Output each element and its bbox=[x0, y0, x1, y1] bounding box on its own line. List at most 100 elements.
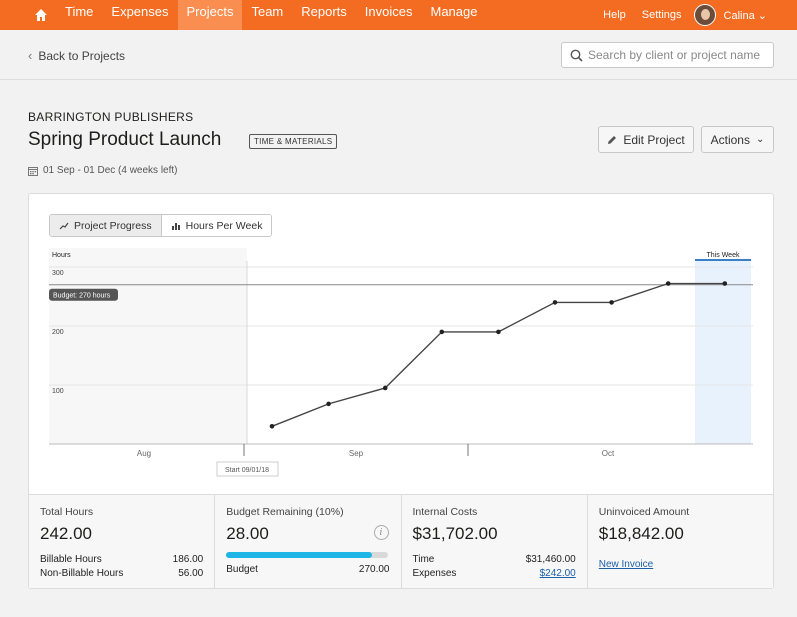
page-title: Spring Product Launch bbox=[28, 129, 222, 150]
progress-points bbox=[269, 281, 728, 429]
project-progress-tab[interactable]: Project Progress bbox=[50, 215, 162, 236]
pre-start-region bbox=[49, 248, 247, 444]
total-hours-value: 242.00 bbox=[40, 524, 92, 543]
budget-remaining-value: 28.00 bbox=[226, 524, 269, 543]
expenses-cost-label: Expenses bbox=[412, 568, 457, 579]
settings-link[interactable]: Settings bbox=[641, 9, 682, 21]
nonbillable-hours-row: Non-Billable Hours 56.00 bbox=[40, 568, 203, 579]
budget-progress-fill bbox=[226, 552, 373, 558]
project-progress-chart: This Week Hours 100 200 300 Budget: 270 ho… bbox=[49, 248, 753, 477]
nav-item-time[interactable]: Time bbox=[65, 4, 94, 19]
data-point[interactable] bbox=[722, 281, 728, 286]
avatar[interactable] bbox=[693, 4, 716, 26]
month-label-oct: Oct bbox=[602, 449, 615, 458]
stats-row: Total Hours 242.00 Billable Hours 186.00… bbox=[29, 494, 773, 588]
client-name: BARRINGTON PUBLISHERS bbox=[28, 110, 194, 124]
data-point[interactable] bbox=[496, 329, 501, 335]
search-icon bbox=[570, 49, 583, 62]
top-nav: Time Expenses Projects Team Reports Invo… bbox=[0, 0, 797, 30]
billable-hours-value: 186.00 bbox=[172, 554, 204, 565]
info-icon[interactable]: i bbox=[373, 525, 389, 540]
sub-bar: ‹ Back to Projects bbox=[0, 30, 797, 80]
data-point[interactable] bbox=[439, 329, 445, 335]
new-invoice-link[interactable]: New Invoice bbox=[598, 559, 654, 570]
nav-items: Time Expenses Projects Team Reports Invo… bbox=[56, 0, 486, 30]
time-cost-row: Time $31,460.00 bbox=[413, 554, 576, 565]
nav-item-manage[interactable]: Manage bbox=[430, 4, 478, 19]
billable-hours-label: Billable Hours bbox=[40, 554, 102, 565]
time-cost-label: Time bbox=[412, 554, 435, 565]
nav-right: Help Settings Calina ⌄ bbox=[603, 0, 797, 30]
start-date-label: Start 09/01/18 bbox=[225, 467, 269, 474]
project-card: This Week Hours 100 200 300 Budget: 270 ho… bbox=[28, 193, 774, 589]
home-icon[interactable] bbox=[30, 0, 52, 30]
calendar-icon bbox=[28, 166, 38, 176]
data-point[interactable] bbox=[609, 300, 614, 305]
nonbillable-hours-value: 56.00 bbox=[178, 568, 204, 579]
total-hours-label: Total Hours bbox=[40, 506, 94, 518]
data-point[interactable] bbox=[382, 385, 388, 391]
nav-item-invoices[interactable]: Invoices bbox=[364, 4, 413, 19]
internal-costs-value: $31,702.00 bbox=[412, 524, 498, 543]
edit-project-label: Edit Project bbox=[623, 132, 685, 147]
bar-chart-icon bbox=[171, 222, 180, 230]
back-to-projects-link[interactable]: ‹ Back to Projects bbox=[28, 48, 125, 63]
budget-value: 270.00 bbox=[358, 564, 390, 575]
start-date-tag bbox=[216, 461, 279, 477]
back-label: Back to Projects bbox=[38, 48, 126, 63]
gridlines: 100 200 300 bbox=[49, 266, 753, 395]
y-tick-label: 300 bbox=[52, 270, 64, 277]
nonbillable-hours-label: Non-Billable Hours bbox=[40, 568, 124, 579]
help-link[interactable]: Help bbox=[603, 9, 626, 21]
expenses-cost-link[interactable]: $242.00 bbox=[539, 568, 576, 579]
actions-button[interactable]: Actions ⌄ bbox=[701, 126, 774, 153]
budget-remaining-label: Budget Remaining (10%) bbox=[226, 506, 344, 518]
uninvoiced-panel: Uninvoiced Amount $18,842.00 New Invoice bbox=[588, 495, 773, 588]
month-label-sep: Sep bbox=[349, 449, 364, 458]
this-week-region bbox=[695, 261, 751, 444]
budget-remaining-panel: Budget Remaining (10%) 28.00 i Budget 27… bbox=[215, 495, 402, 588]
actions-label: Actions bbox=[710, 132, 750, 147]
this-week-label: This Week bbox=[707, 252, 740, 259]
edit-project-button[interactable]: Edit Project bbox=[598, 126, 694, 153]
budget-label: Budget bbox=[226, 564, 258, 575]
chevron-down-icon: ⌄ bbox=[755, 134, 765, 145]
nav-item-reports[interactable]: Reports bbox=[301, 4, 347, 19]
user-menu[interactable]: Calina ⌄ bbox=[723, 9, 767, 22]
chevron-left-icon: ‹ bbox=[28, 48, 33, 63]
uninvoiced-value: $18,842.00 bbox=[598, 524, 684, 543]
chart-toggle: Project Progress Hours Per Week bbox=[49, 214, 273, 237]
project-dates-text: 01 Sep - 01 Dec (4 weeks left) bbox=[43, 165, 178, 176]
progress-line bbox=[271, 282, 725, 427]
month-label-aug: Aug bbox=[137, 449, 151, 458]
y-axis-label: Hours bbox=[52, 252, 71, 259]
data-point[interactable] bbox=[269, 424, 275, 429]
hours-per-week-label: Hours Per Week bbox=[185, 219, 263, 232]
internal-costs-panel: Internal Costs $31,702.00 Time $31,460.0… bbox=[402, 495, 588, 588]
total-hours-panel: Total Hours 242.00 Billable Hours 186.00… bbox=[29, 495, 216, 588]
y-tick-label: 200 bbox=[52, 329, 64, 336]
data-point[interactable] bbox=[552, 300, 558, 305]
project-progress-label: Project Progress bbox=[74, 219, 152, 232]
budget-label: Budget: 270 hours bbox=[53, 293, 111, 300]
trend-line-icon bbox=[59, 222, 69, 229]
nav-item-expenses[interactable]: Expenses bbox=[111, 4, 169, 19]
project-type-badge: TIME & MATERIALS bbox=[249, 134, 338, 149]
uninvoiced-label: Uninvoiced Amount bbox=[598, 506, 690, 518]
expenses-cost-row: Expenses $242.00 bbox=[413, 568, 576, 579]
budget-progress-track bbox=[226, 552, 389, 558]
search-input[interactable] bbox=[588, 48, 768, 62]
hours-per-week-tab[interactable]: Hours Per Week bbox=[161, 215, 272, 236]
y-tick-label: 100 bbox=[52, 388, 64, 395]
time-cost-value: $31,460.00 bbox=[525, 554, 576, 565]
search-box bbox=[561, 42, 774, 68]
nav-item-projects[interactable]: Projects bbox=[177, 0, 243, 30]
billable-hours-row: Billable Hours 186.00 bbox=[40, 554, 203, 565]
budget-tag: Budget: 270 hours bbox=[49, 288, 118, 301]
data-point[interactable] bbox=[665, 281, 671, 286]
data-point[interactable] bbox=[326, 401, 331, 407]
pencil-icon bbox=[608, 135, 617, 144]
project-dates: 01 Sep - 01 Dec (4 weeks left) bbox=[28, 165, 178, 176]
internal-costs-label: Internal Costs bbox=[412, 506, 478, 518]
nav-item-team[interactable]: Team bbox=[251, 4, 284, 19]
